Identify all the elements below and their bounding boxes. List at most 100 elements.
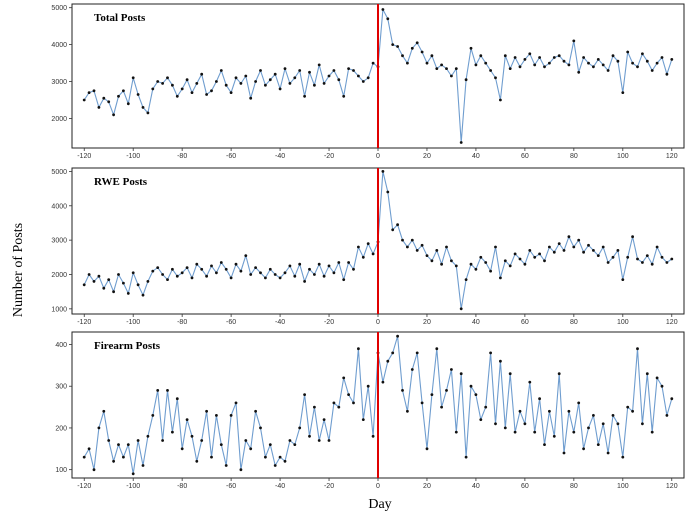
data-point [440, 63, 443, 67]
data-point [410, 238, 414, 242]
data-point [361, 80, 365, 83]
data-point [264, 276, 267, 280]
data-point [592, 65, 595, 69]
data-point [332, 271, 336, 275]
data-point [445, 67, 448, 70]
data-point [107, 100, 111, 104]
data-point [156, 266, 160, 269]
data-point [190, 276, 194, 280]
y-tick-label: 5000 [51, 169, 67, 176]
y-tick-label: 100 [55, 467, 67, 474]
data-point [415, 351, 419, 355]
data-point [459, 372, 463, 376]
data-point [229, 91, 233, 94]
data-point [567, 235, 571, 239]
data-point [572, 245, 576, 249]
data-point [513, 430, 517, 434]
data-point [543, 65, 546, 69]
data-point [303, 94, 306, 98]
data-point [611, 255, 615, 259]
data-point [337, 261, 341, 264]
data-point [366, 242, 370, 246]
data-point [650, 69, 654, 72]
data-point [102, 409, 106, 413]
data-point [660, 384, 664, 388]
x-tick-label: 20 [423, 153, 431, 160]
data-point [102, 286, 106, 290]
data-point [577, 70, 581, 74]
data-point [239, 269, 243, 273]
data-point [273, 72, 277, 76]
data-point [601, 63, 605, 67]
data-point [445, 245, 448, 249]
data-point [117, 273, 120, 276]
data-point [425, 61, 429, 65]
data-point [479, 54, 483, 58]
data-point [567, 409, 571, 413]
data-point [386, 359, 390, 363]
data-point [131, 472, 135, 476]
data-point [322, 82, 326, 85]
data-point [464, 78, 468, 82]
x-axis-title: Day [368, 497, 391, 512]
data-point [112, 459, 115, 463]
x-tick-label: 100 [617, 319, 629, 326]
data-point [391, 351, 395, 355]
data-point [141, 293, 145, 297]
x-tick-label: -120 [77, 483, 91, 490]
data-point [224, 464, 228, 467]
data-point [278, 87, 282, 91]
data-point [126, 443, 130, 446]
data-point [631, 235, 634, 239]
data-point [327, 439, 331, 442]
data-point [244, 74, 248, 78]
data-point [298, 426, 302, 430]
data-point [107, 439, 111, 442]
data-point [484, 261, 488, 264]
data-point [122, 89, 125, 93]
data-point [107, 278, 111, 281]
data-point [528, 52, 532, 56]
data-point [410, 46, 414, 50]
data-point [190, 91, 194, 94]
data-point [200, 439, 204, 442]
data-point [518, 65, 522, 69]
data-point [396, 223, 399, 227]
data-point [636, 257, 639, 261]
data-point [508, 372, 512, 376]
x-tick-label: 0 [376, 153, 380, 160]
x-tick-label: 80 [570, 483, 578, 490]
data-point [82, 98, 86, 102]
data-point [538, 252, 541, 256]
data-point [347, 261, 350, 264]
data-point [469, 262, 473, 266]
data-point [621, 455, 625, 459]
y-tick-label: 4000 [51, 203, 67, 210]
data-point [611, 414, 615, 417]
data-point [219, 261, 223, 264]
data-point [136, 93, 140, 96]
data-point [175, 397, 179, 401]
data-point [239, 468, 243, 472]
data-point [171, 430, 174, 434]
data-point [425, 447, 429, 451]
data-point [117, 94, 120, 98]
data-point [273, 273, 277, 276]
x-tick-label: 40 [472, 483, 480, 490]
data-point [523, 262, 527, 266]
data-point [513, 56, 517, 59]
y-tick-label: 2000 [51, 116, 67, 123]
data-point [459, 141, 463, 144]
data-point [670, 257, 674, 261]
data-point [636, 347, 639, 351]
data-point [254, 80, 257, 83]
data-point [645, 254, 649, 257]
data-point [420, 243, 424, 247]
data-point [415, 249, 419, 252]
data-point [87, 447, 91, 451]
data-point [185, 266, 189, 269]
data-point [592, 249, 595, 252]
data-point [205, 274, 209, 278]
data-point [562, 249, 566, 252]
